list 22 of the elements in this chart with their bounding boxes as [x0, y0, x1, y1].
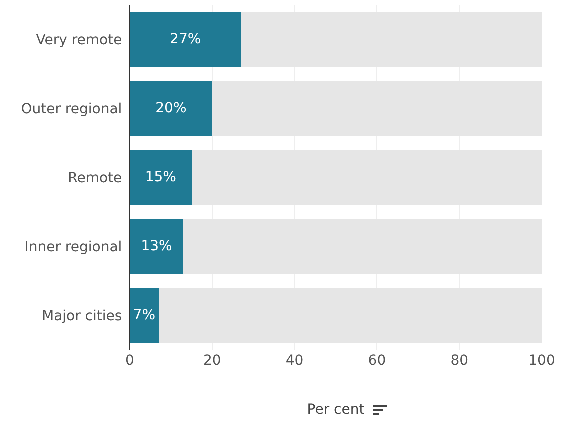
data-label: 15%	[145, 170, 176, 186]
y-tick-label: Remote	[68, 170, 122, 186]
x-tick-label: 100	[528, 353, 556, 369]
y-tick-label: Inner regional	[24, 239, 122, 256]
data-label: 20%	[156, 100, 187, 116]
data-label: 27%	[170, 32, 202, 48]
y-tick-label: Very remote	[36, 32, 122, 48]
bar	[130, 80, 212, 136]
y-tick-label: Outer regional	[21, 101, 122, 118]
x-axis-title: Per cent	[307, 402, 365, 418]
bar	[130, 288, 159, 344]
x-tick-label: 20	[203, 353, 222, 369]
x-tick-label: 80	[450, 353, 469, 369]
x-tick-label: 60	[368, 353, 386, 369]
y-tick-label: Major cities	[42, 308, 122, 324]
data-label: 13%	[141, 238, 172, 254]
bar	[130, 218, 184, 274]
bar	[130, 12, 242, 68]
x-tick-label: 0	[126, 353, 134, 369]
bar	[130, 150, 192, 206]
data-label: 7%	[133, 308, 156, 324]
x-tick-label: 40	[286, 353, 304, 369]
